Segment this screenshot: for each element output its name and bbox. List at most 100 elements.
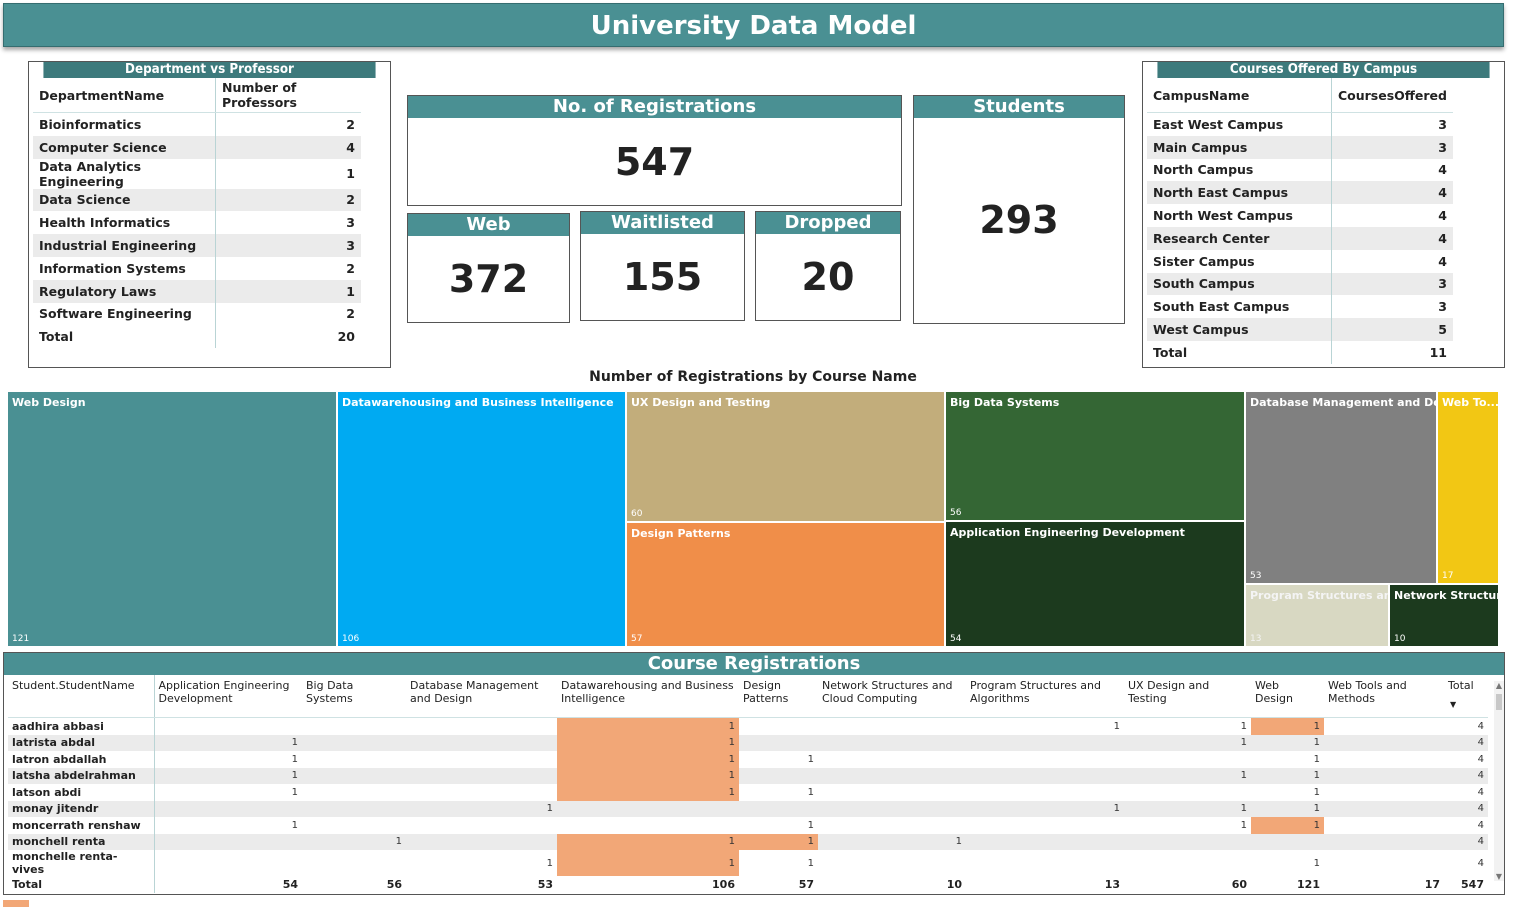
- campus-value-cell: 3: [1331, 272, 1453, 296]
- matrix-column-header[interactable]: Web Design: [1251, 675, 1324, 718]
- department-value-cell: 2: [346, 116, 355, 132]
- matrix-value-cell: [302, 767, 406, 784]
- matrix-row[interactable]: monay jitendr 1 1 1 1 4: [8, 800, 1488, 817]
- dropped-label: Dropped: [756, 212, 900, 234]
- student-name-cell: latron abdallah: [8, 751, 155, 768]
- department-row[interactable]: Industrial Engineering 3: [33, 234, 361, 257]
- scroll-up-icon[interactable]: ▲: [1495, 681, 1503, 690]
- campus-row[interactable]: East West Campus 3: [1147, 112, 1453, 136]
- treemap-tile-datawarehousing-and-business-intelligence[interactable]: Datawarehousing and Business Intelligenc…: [337, 391, 626, 647]
- matrix-value-cell: [966, 734, 1124, 751]
- treemap-tile-database-management-and-design[interactable]: Database Management and Design 53: [1245, 391, 1437, 584]
- treemap-tile-label: Database Management and Design: [1250, 396, 1436, 409]
- matrix-scrollbar[interactable]: ▲ ▼: [1494, 681, 1504, 881]
- matrix-value-cell: 1: [1251, 767, 1324, 784]
- campus-row[interactable]: South East Campus 3: [1147, 295, 1453, 319]
- department-name-cell: Data Analytics Engineering: [33, 158, 216, 189]
- campus-row[interactable]: Sister Campus 4: [1147, 249, 1453, 273]
- matrix-column-header[interactable]: Program Structures and Algorithms: [966, 675, 1124, 718]
- matrix-value-cell: [1124, 784, 1251, 801]
- scroll-down-icon[interactable]: ▼: [1495, 872, 1503, 881]
- treemap-tile-value: 17: [1442, 571, 1454, 581]
- matrix-row[interactable]: monchelle renta-vives 1 1 1 1 4: [8, 850, 1488, 876]
- matrix-total-cell: 13: [1104, 877, 1120, 891]
- matrix-value-cell: [406, 751, 557, 768]
- waitlisted-card: Waitlisted 155: [580, 211, 745, 321]
- scroll-thumb[interactable]: [1496, 694, 1502, 710]
- matrix-row[interactable]: latrista abdal 1 1 1 1 4: [8, 734, 1488, 751]
- department-row[interactable]: Data Analytics Engineering 1: [33, 158, 361, 189]
- campus-name-cell: Main Campus: [1147, 135, 1332, 159]
- department-name-cell: Software Engineering: [33, 302, 216, 326]
- campus-row[interactable]: West Campus 5: [1147, 318, 1453, 341]
- treemap-tile-program-structures-and-algorithms[interactable]: Program Structures and... 13: [1245, 584, 1389, 647]
- campus-row[interactable]: Main Campus 3: [1147, 135, 1453, 159]
- department-row[interactable]: Regulatory Laws 1: [33, 279, 361, 303]
- matrix-column-header[interactable]: Web Tools and Methods: [1324, 675, 1444, 718]
- matrix-column-header[interactable]: UX Design and Testing: [1124, 675, 1251, 718]
- department-row[interactable]: Bioinformatics 2: [33, 112, 361, 136]
- matrix-total-cell: 17: [1424, 877, 1440, 891]
- matrix-value-cell: [1324, 833, 1444, 850]
- matrix-value-cell: [154, 718, 302, 735]
- campus-name-cell: South Campus: [1147, 272, 1332, 296]
- matrix-value-cell: 1: [1251, 734, 1324, 751]
- registrations-treemap[interactable]: Web Design 121 Datawarehousing and Busines…: [7, 391, 1499, 647]
- matrix-column-header[interactable]: Database Management and Design: [406, 675, 557, 718]
- sort-descending-icon[interactable]: ▼: [1450, 700, 1457, 709]
- campus-row[interactable]: Research Center 4: [1147, 226, 1453, 250]
- courses-offered-header[interactable]: CoursesOffered: [1331, 78, 1453, 113]
- matrix-value-cell: 1: [557, 734, 739, 751]
- department-name-cell: Health Informatics: [33, 211, 216, 235]
- treemap-tile-value: 53: [1250, 571, 1262, 581]
- treemap-tile-network-structures-and-cloud-computing[interactable]: Network Structur... 10: [1389, 584, 1499, 647]
- matrix-column-header[interactable]: Big Data Systems: [302, 675, 406, 718]
- campus-row[interactable]: North West Campus 4: [1147, 204, 1453, 227]
- treemap-tile-ux-design-and-testing[interactable]: UX Design and Testing 60: [626, 391, 945, 522]
- department-row[interactable]: Information Systems 2: [33, 256, 361, 280]
- matrix-column-header[interactable]: Total ▼: [1444, 675, 1488, 718]
- department-row[interactable]: Data Science 2: [33, 188, 361, 212]
- professor-count-header[interactable]: Number of Professors: [215, 78, 361, 113]
- matrix-column-header[interactable]: Design Patterns: [739, 675, 818, 718]
- registrations-label: No. of Registrations: [408, 96, 901, 118]
- department-row[interactable]: Health Informatics 3: [33, 211, 361, 235]
- matrix-column-header[interactable]: Student.StudentName: [8, 675, 155, 718]
- department-name-header[interactable]: DepartmentName: [33, 78, 216, 113]
- matrix-total-cell: 53: [537, 877, 553, 891]
- matrix-row[interactable]: latsha abdelrahman 1 1 1 1 4: [8, 767, 1488, 784]
- matrix-value-cell: 4: [1477, 857, 1484, 869]
- matrix-column-header[interactable]: Datawarehousing and Business Intelligenc…: [557, 675, 739, 718]
- campus-row[interactable]: North Campus 4: [1147, 158, 1453, 182]
- matrix-total-row: Total 54 56 53 106 57 10 13 60 121 17 547: [8, 876, 1488, 893]
- department-row[interactable]: Computer Science 4: [33, 135, 361, 159]
- matrix-row[interactable]: monchell renta 1 1 1 1 4: [8, 833, 1488, 850]
- matrix-value-cell: [739, 734, 818, 751]
- campus-row[interactable]: South Campus 3: [1147, 272, 1453, 296]
- department-name-cell: Bioinformatics: [33, 112, 216, 136]
- department-row[interactable]: Software Engineering 2: [33, 302, 361, 326]
- treemap-tile-design-patterns[interactable]: Design Patterns 57: [626, 522, 945, 647]
- matrix-value-cell: [557, 817, 739, 834]
- matrix-row[interactable]: aadhira abbasi 1 1 1 1 4: [8, 717, 1488, 735]
- matrix-row[interactable]: latson abdi 1 1 1 1 4: [8, 784, 1488, 801]
- treemap-tile-web-tools-and-methods[interactable]: Web To... 17: [1437, 391, 1499, 584]
- matrix-value-cell: [302, 817, 406, 834]
- treemap-tile-big-data-systems[interactable]: Big Data Systems 56: [945, 391, 1245, 521]
- matrix-row[interactable]: latron abdallah 1 1 1 1 4: [8, 751, 1488, 768]
- treemap-tile-value: 60: [631, 509, 643, 519]
- treemap-tile-application-engineering-development[interactable]: Application Engineering Development 54: [945, 521, 1245, 647]
- treemap-tile-web-design[interactable]: Web Design 121: [7, 391, 337, 647]
- campus-name-header[interactable]: CampusName: [1147, 78, 1332, 113]
- campus-value-cell: 4: [1438, 162, 1447, 178]
- matrix-column-header[interactable]: Application Engineering Development: [154, 675, 302, 718]
- matrix-row[interactable]: moncerrath renshaw 1 1 1 1 4: [8, 817, 1488, 834]
- matrix-value-cell: 1: [154, 734, 302, 751]
- matrix-value-cell: 4: [1477, 819, 1484, 831]
- treemap-tile-label: Web To...: [1442, 396, 1499, 409]
- campus-row[interactable]: North East Campus 4: [1147, 181, 1453, 205]
- matrix-value-cell: 1: [291, 786, 298, 798]
- matrix-value-cell: 4: [1477, 720, 1484, 732]
- matrix-value-cell: 4: [1444, 767, 1488, 784]
- matrix-column-header[interactable]: Network Structures and Cloud Computing: [818, 675, 966, 718]
